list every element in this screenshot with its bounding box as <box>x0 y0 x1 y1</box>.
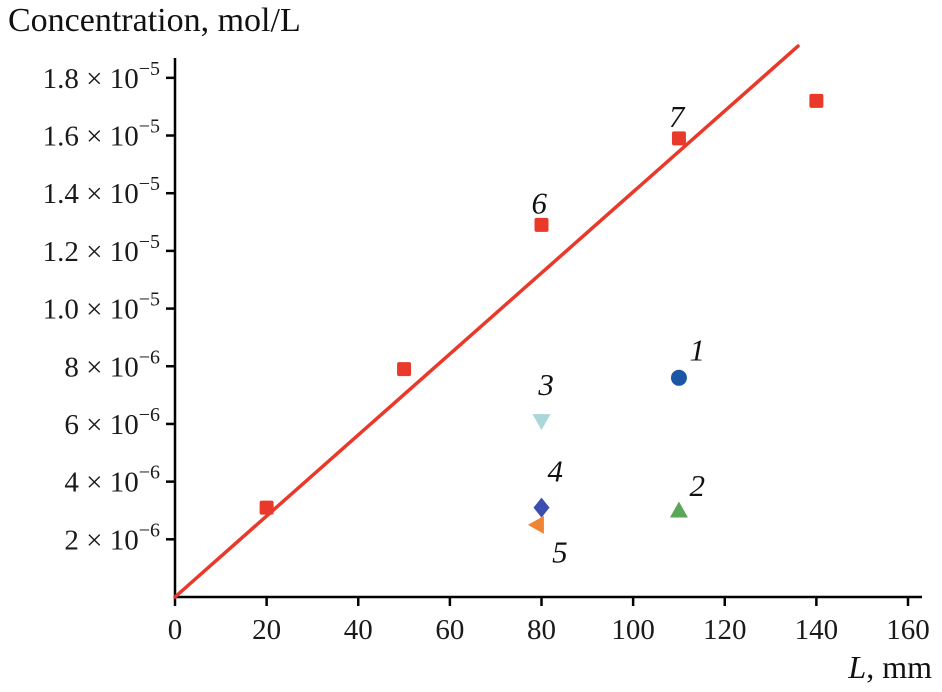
x-axis-label: L, mm <box>848 649 932 686</box>
data-point-red-squares <box>397 362 412 377</box>
x-tick-label: 40 <box>344 614 373 646</box>
x-axis-label-unit: , mm <box>866 649 932 685</box>
data-point-sample-1 <box>670 369 687 386</box>
y-tick-label: 1.4 × 10−5 <box>43 173 160 210</box>
data-point-sample-5 <box>527 515 544 534</box>
x-tick-label: 100 <box>611 614 655 646</box>
y-tick-label: 1.0 × 10−5 <box>43 289 160 326</box>
x-tick-label: 160 <box>886 614 930 646</box>
x-tick-label: 140 <box>795 614 839 646</box>
y-tick-label: 2 × 10−6 <box>64 519 160 556</box>
data-point-sample-2 <box>669 501 688 518</box>
x-tick-label: 0 <box>168 614 183 646</box>
x-tick-label: 80 <box>527 614 556 646</box>
calibration-line <box>173 44 800 599</box>
y-tick-label: 8 × 10−6 <box>64 346 160 383</box>
y-tick-label: 1.8 × 10−5 <box>43 58 160 95</box>
data-point-red-squares <box>809 93 824 108</box>
point-label-6: 6 <box>531 185 547 220</box>
y-tick-label: 1.2 × 10−5 <box>43 231 160 268</box>
y-tick-label: 4 × 10−6 <box>64 462 160 499</box>
y-tick-label: 1.6 × 10−5 <box>43 116 160 153</box>
x-tick-label: 120 <box>703 614 747 646</box>
x-tick-label: 20 <box>252 614 281 646</box>
point-label-1: 1 <box>690 332 706 367</box>
x-axis-label-symbol: L <box>848 649 867 685</box>
chart-title: Concentration, mol/L <box>8 2 301 39</box>
point-label-3: 3 <box>537 367 554 402</box>
point-label-2: 2 <box>690 468 706 503</box>
x-tick-label: 60 <box>435 614 464 646</box>
data-point-sample-3 <box>532 414 551 431</box>
data-point-red-squares <box>671 131 686 146</box>
point-label-7: 7 <box>669 99 686 134</box>
data-point-sample-4 <box>533 497 550 518</box>
y-tick-label: 6 × 10−6 <box>64 404 160 441</box>
point-label-4: 4 <box>547 454 563 489</box>
data-point-red-squares <box>259 500 274 515</box>
point-label-5: 5 <box>552 534 568 569</box>
data-point-red-squares <box>534 217 549 232</box>
